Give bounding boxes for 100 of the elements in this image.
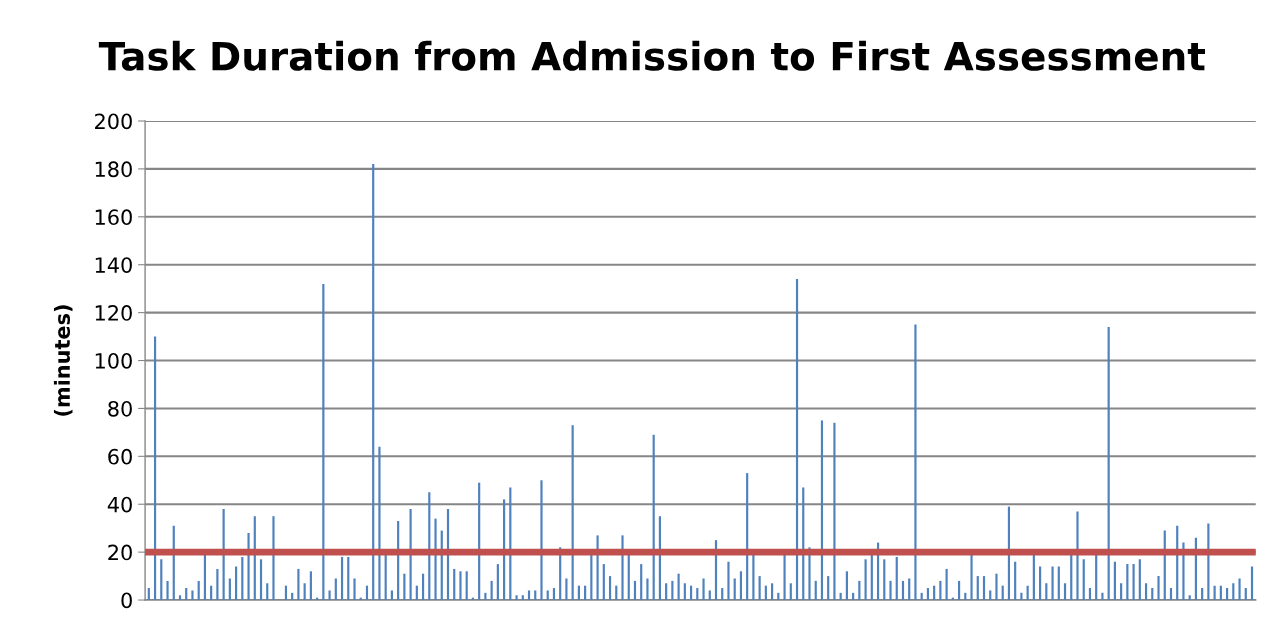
bar xyxy=(1057,566,1060,601)
bar xyxy=(1014,561,1017,601)
bar xyxy=(914,324,917,601)
bar xyxy=(1026,585,1029,601)
bar xyxy=(982,576,986,601)
bar xyxy=(602,564,605,601)
bar xyxy=(1238,578,1241,601)
bar xyxy=(1039,566,1042,601)
bar xyxy=(247,532,250,601)
bar xyxy=(795,279,799,601)
y-tick-label: 140 xyxy=(95,257,132,273)
bar xyxy=(322,283,325,601)
bar xyxy=(490,580,493,601)
y-tick-label: 20 xyxy=(108,544,132,561)
y-axis-title: (minutes) xyxy=(53,305,73,416)
bar xyxy=(933,585,936,601)
bar xyxy=(939,580,942,601)
y-tick-label: 60 xyxy=(108,448,132,465)
bar xyxy=(1201,588,1204,601)
bar xyxy=(1157,576,1160,601)
bar xyxy=(833,422,836,601)
bar xyxy=(347,556,350,601)
bar xyxy=(534,590,537,601)
bar xyxy=(901,580,905,601)
bar xyxy=(1120,583,1123,601)
bar xyxy=(1126,564,1129,601)
bar xyxy=(827,576,830,601)
bar xyxy=(1113,561,1116,601)
bar xyxy=(926,588,929,601)
bar xyxy=(683,583,686,601)
bar xyxy=(633,580,637,601)
bar xyxy=(758,576,761,601)
bar xyxy=(727,561,730,601)
bar xyxy=(515,595,518,601)
bar xyxy=(197,580,200,601)
y-tick-label: 80 xyxy=(108,400,132,417)
bar xyxy=(259,559,263,601)
y-tick-label: 100 xyxy=(95,352,132,369)
bar xyxy=(309,571,312,601)
bar xyxy=(665,583,668,601)
bar xyxy=(845,571,848,601)
bar xyxy=(178,595,182,601)
bar xyxy=(521,595,524,601)
bar xyxy=(945,568,948,601)
bar xyxy=(378,446,381,601)
bar xyxy=(908,578,911,601)
bar xyxy=(671,580,674,601)
y-tick-label: 180 xyxy=(95,161,132,178)
bar xyxy=(1169,588,1173,601)
bar xyxy=(1045,583,1048,601)
bar xyxy=(889,580,892,601)
bar xyxy=(328,590,331,601)
bar xyxy=(858,580,861,601)
chart-title: Task Duration from Admission to First Assessment xyxy=(98,40,1205,71)
bar xyxy=(721,588,724,601)
bar xyxy=(1001,585,1004,601)
bar xyxy=(272,516,275,601)
bar xyxy=(1219,585,1222,601)
bar xyxy=(303,583,306,601)
bar xyxy=(1076,511,1079,601)
bar xyxy=(166,580,169,601)
y-tick-label: 0 xyxy=(121,592,132,609)
bar xyxy=(689,585,693,601)
y-tick-label: 200 xyxy=(95,113,132,130)
bar xyxy=(1151,588,1154,601)
bar xyxy=(577,585,580,601)
bar xyxy=(160,559,163,601)
bar xyxy=(764,585,767,601)
bar xyxy=(646,578,649,601)
bar xyxy=(1051,566,1054,601)
bar xyxy=(421,573,425,601)
bar xyxy=(465,571,468,601)
bar xyxy=(789,583,792,601)
bar xyxy=(1213,585,1216,601)
bar xyxy=(584,585,587,601)
bar xyxy=(1101,592,1104,601)
bar xyxy=(864,559,867,601)
bar xyxy=(210,585,213,601)
bar xyxy=(496,564,499,601)
bar xyxy=(235,566,238,601)
bar xyxy=(1063,583,1067,601)
bar xyxy=(1225,588,1229,601)
bar xyxy=(216,568,219,601)
bar xyxy=(989,590,992,601)
y-tick-label: 160 xyxy=(95,209,132,226)
bar xyxy=(615,585,618,601)
y-tick-label: 40 xyxy=(107,496,132,513)
bar xyxy=(1132,564,1135,601)
bar xyxy=(266,583,269,601)
bar xyxy=(995,573,998,601)
bar xyxy=(191,590,194,601)
bar xyxy=(783,554,786,601)
bar xyxy=(608,576,612,601)
bar xyxy=(1232,583,1235,601)
bar xyxy=(372,164,375,601)
bar xyxy=(453,568,456,601)
bar xyxy=(739,571,743,601)
bar xyxy=(403,573,406,601)
bar xyxy=(434,518,437,601)
bar xyxy=(1144,583,1148,601)
